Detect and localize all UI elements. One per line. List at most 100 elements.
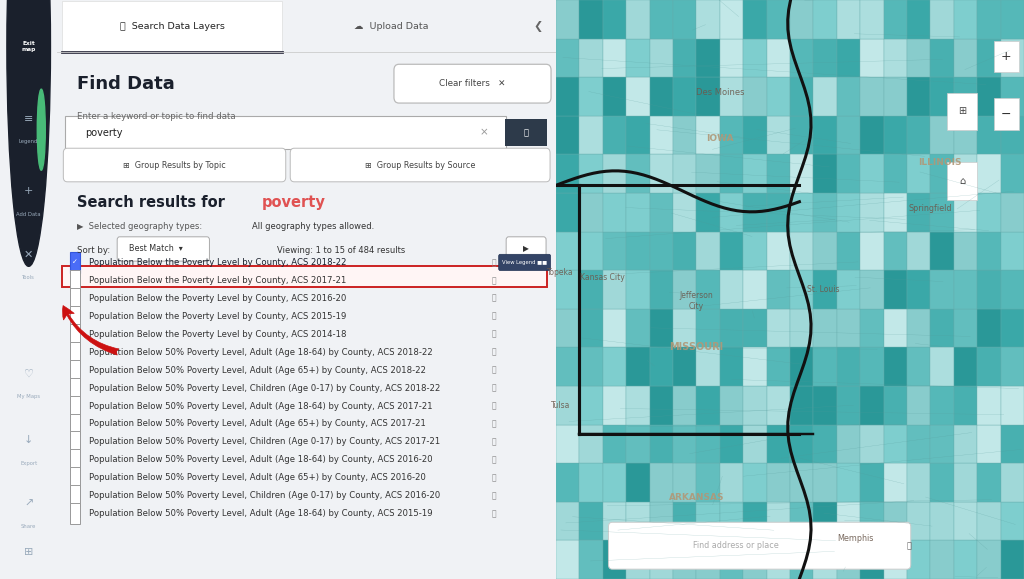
Text: Sort by:: Sort by: xyxy=(77,245,111,255)
Bar xyxy=(931,540,953,579)
Text: ⊞  Group Results by Source: ⊞ Group Results by Source xyxy=(366,160,475,170)
FancyBboxPatch shape xyxy=(70,360,80,380)
Bar xyxy=(907,347,931,386)
Bar xyxy=(627,424,649,463)
Bar xyxy=(860,155,884,193)
Text: Population Below 50% Poverty Level, Children (Age 0-17) by County, ACS 2017-21: Population Below 50% Poverty Level, Chil… xyxy=(89,437,440,446)
Bar xyxy=(649,193,673,232)
Text: Population Below 50% Poverty Level, Adult (Age 18-64) by County, ACS 2018-22: Population Below 50% Poverty Level, Adul… xyxy=(89,347,432,357)
Bar xyxy=(603,0,627,39)
Bar xyxy=(720,39,743,77)
Bar xyxy=(977,39,1000,77)
Bar xyxy=(837,347,860,386)
Bar xyxy=(673,77,696,116)
Bar xyxy=(977,0,1000,39)
Text: ⓘ: ⓘ xyxy=(492,294,496,303)
Bar xyxy=(720,270,743,309)
Bar xyxy=(813,386,837,424)
Text: Population Below 50% Poverty Level, Adult (Age 18-64) by County, ACS 2017-21: Population Below 50% Poverty Level, Adul… xyxy=(89,401,432,411)
Bar xyxy=(603,424,627,463)
Text: ⓘ: ⓘ xyxy=(492,473,496,482)
Bar xyxy=(673,502,696,540)
Bar xyxy=(603,347,627,386)
Text: Population Below the Poverty Level by County, ACS 2014-18: Population Below the Poverty Level by Co… xyxy=(89,329,346,339)
Bar xyxy=(860,77,884,116)
Bar xyxy=(743,540,767,579)
Bar xyxy=(860,193,884,232)
Bar xyxy=(1000,193,1024,232)
Bar xyxy=(743,386,767,424)
Bar xyxy=(720,155,743,193)
Bar xyxy=(603,193,627,232)
Bar xyxy=(977,424,1000,463)
Bar xyxy=(580,77,603,116)
Bar xyxy=(931,39,953,77)
FancyBboxPatch shape xyxy=(947,162,977,200)
Bar xyxy=(556,0,580,39)
Bar xyxy=(627,39,649,77)
Bar xyxy=(931,77,953,116)
Text: ⊞: ⊞ xyxy=(24,547,34,557)
Bar xyxy=(696,540,720,579)
Text: ✓: ✓ xyxy=(72,259,78,265)
Bar xyxy=(953,232,977,270)
Bar xyxy=(1000,0,1024,39)
Bar xyxy=(580,270,603,309)
Bar xyxy=(556,77,580,116)
Bar xyxy=(953,502,977,540)
Text: All geography types allowed.: All geography types allowed. xyxy=(252,222,374,232)
Bar xyxy=(791,424,813,463)
Bar xyxy=(673,424,696,463)
Bar xyxy=(837,270,860,309)
Text: ⓘ: ⓘ xyxy=(492,401,496,411)
Bar xyxy=(673,540,696,579)
Bar xyxy=(860,386,884,424)
Bar xyxy=(813,116,837,155)
Bar xyxy=(696,270,720,309)
Bar xyxy=(627,270,649,309)
Bar xyxy=(813,270,837,309)
Bar xyxy=(860,39,884,77)
Bar xyxy=(696,39,720,77)
Text: My Maps: My Maps xyxy=(17,394,40,399)
FancyBboxPatch shape xyxy=(394,64,551,103)
Bar xyxy=(813,193,837,232)
Bar xyxy=(907,193,931,232)
Text: ⓘ: ⓘ xyxy=(492,312,496,321)
Bar xyxy=(696,424,720,463)
Text: IOWA: IOWA xyxy=(706,134,733,144)
FancyBboxPatch shape xyxy=(70,306,80,327)
FancyBboxPatch shape xyxy=(70,503,80,524)
Bar xyxy=(837,39,860,77)
Bar xyxy=(907,309,931,347)
Bar xyxy=(837,309,860,347)
Text: ARKANSAS: ARKANSAS xyxy=(669,493,724,503)
Bar xyxy=(720,540,743,579)
Bar xyxy=(813,155,837,193)
Bar xyxy=(673,309,696,347)
Text: ⓘ: ⓘ xyxy=(492,347,496,357)
FancyBboxPatch shape xyxy=(70,270,80,291)
Bar xyxy=(813,39,837,77)
Bar xyxy=(1000,424,1024,463)
Bar xyxy=(767,347,791,386)
Bar xyxy=(813,77,837,116)
Text: Export: Export xyxy=(20,461,37,466)
Text: poverty: poverty xyxy=(262,195,326,210)
Bar xyxy=(931,347,953,386)
Bar xyxy=(791,270,813,309)
Bar xyxy=(884,155,907,193)
Bar xyxy=(1000,386,1024,424)
Text: ×: × xyxy=(479,127,488,138)
Bar xyxy=(720,424,743,463)
Bar xyxy=(649,270,673,309)
Bar xyxy=(627,77,649,116)
FancyBboxPatch shape xyxy=(506,237,546,261)
Text: Population Below 50% Poverty Level, Adult (Age 18-64) by County, ACS 2016-20: Population Below 50% Poverty Level, Adul… xyxy=(89,455,432,464)
Bar xyxy=(743,502,767,540)
Bar xyxy=(696,347,720,386)
Bar xyxy=(580,155,603,193)
Bar xyxy=(696,193,720,232)
Text: Topeka: Topeka xyxy=(548,267,574,277)
Bar xyxy=(860,0,884,39)
